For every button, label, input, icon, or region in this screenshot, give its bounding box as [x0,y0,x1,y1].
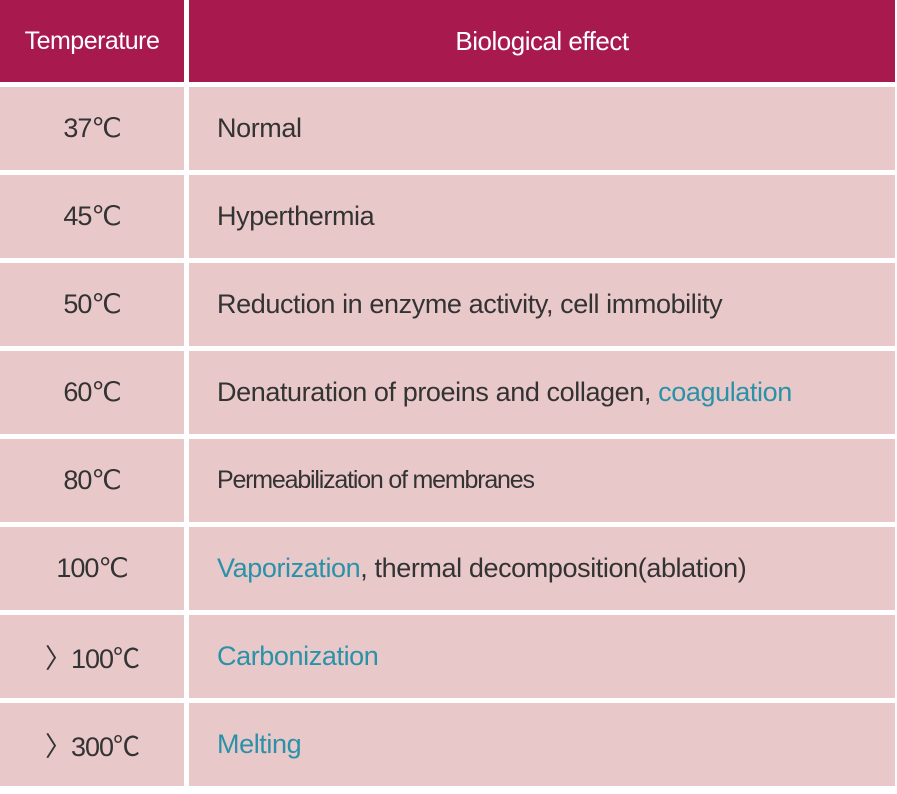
effect-text: Normal [217,113,302,143]
header-temperature: Temperature [24,26,160,55]
effect-cell: Melting [189,703,895,786]
table-row: 100℃ Vaporization, thermal decomposition… [0,527,895,610]
header-biological-effect: Biological effect [455,25,629,56]
table-header-row: Temperature Biological effect [0,0,895,82]
effect-highlight: Carbonization [217,641,379,671]
effect-cell: Carbonization [189,615,895,698]
effect-highlight: Melting [217,729,302,759]
temperature-cell: 100℃ [0,527,184,610]
temperature-cell: 〉300℃ [0,703,184,786]
effect-cell: Denaturation of proeins and collagen, co… [189,351,895,434]
effect-highlight: Vaporization [217,553,361,583]
effect-cell: Hyperthermia [189,175,895,258]
effect-text: Denaturation of proeins and collagen, [217,377,659,407]
effect-cell: Permeabilization of membranes [189,439,895,522]
effect-text: Hyperthermia [217,201,375,231]
table-row: 〉300℃ Melting [0,703,895,786]
table-row: 〉100℃ Carbonization [0,615,895,698]
temperature-cell: 45℃ [0,175,184,258]
effect-cell: Normal [189,87,895,170]
table-row: 45℃ Hyperthermia [0,175,895,258]
effect-text-after: , thermal decomposition(ablation) [360,553,747,583]
effect-cell: Vaporization, thermal decomposition(abla… [189,527,895,610]
column-divider [184,0,189,82]
table-row: 80℃ Permeabilization of membranes [0,439,895,522]
table-row: 50℃ Reduction in enzyme activity, cell i… [0,263,895,346]
temperature-cell: 60℃ [0,351,184,434]
temperature-cell: 〉100℃ [0,615,184,698]
temperature-cell: 80℃ [0,439,184,522]
effect-text: Permeabilization of membranes [217,466,535,494]
effect-cell: Reduction in enzyme activity, cell immob… [189,263,895,346]
table-row: 37℃ Normal [0,87,895,170]
temperature-cell: 37℃ [0,87,184,170]
effect-text: Reduction in enzyme activity, cell immob… [217,289,723,319]
temperature-cell: 50℃ [0,263,184,346]
table-row: 60℃ Denaturation of proeins and collagen… [0,351,895,434]
effect-highlight: coagulation [658,377,792,407]
